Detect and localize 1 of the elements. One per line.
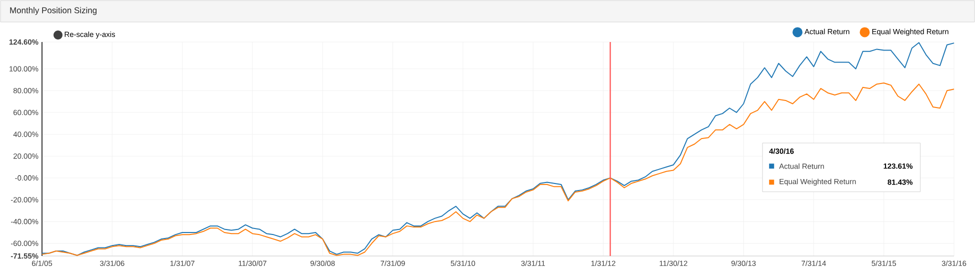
chart-title: Monthly Position Sizing	[10, 7, 97, 15]
